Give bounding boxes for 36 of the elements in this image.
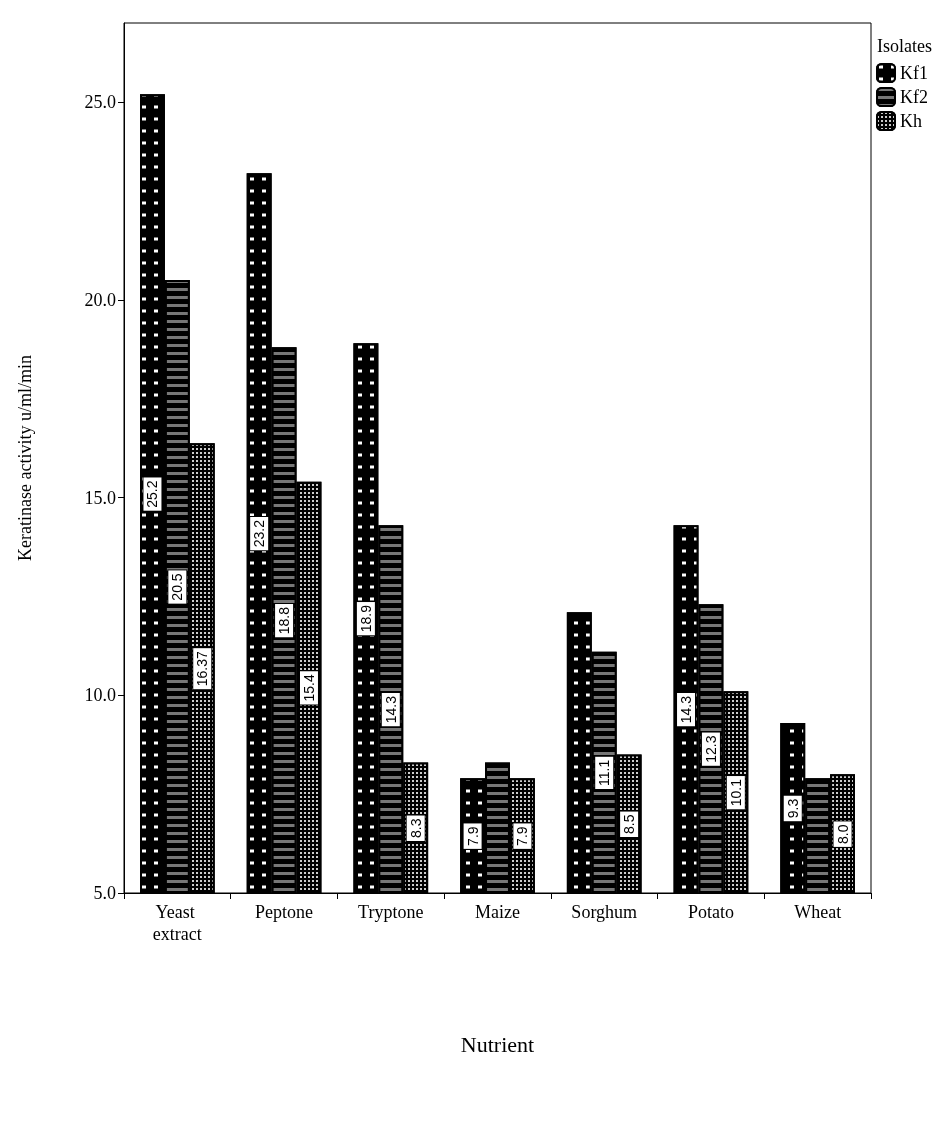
data-label: 7.9 <box>514 826 531 846</box>
data-label: 10.1 <box>727 778 744 807</box>
x-tick-label: Sorghum <box>571 902 638 922</box>
data-label: 11.1 <box>596 759 613 786</box>
x-axis-title: Nutrient <box>460 1031 535 1057</box>
y-axis-title: Keratinase activity u/ml/min <box>15 355 35 561</box>
data-label: 15.4 <box>300 674 317 702</box>
data-label: 18.8 <box>276 606 293 635</box>
data-label: 9.3 <box>784 798 801 819</box>
data-label: 20.5 <box>169 573 186 601</box>
x-tick-label: Potato <box>687 902 734 922</box>
data-label: 14.3 <box>678 695 695 724</box>
data-label: 18.9 <box>357 604 374 633</box>
data-label: 23.2 <box>251 519 268 548</box>
data-label: 16.37 <box>194 650 211 687</box>
x-tick-label: Yeast extract <box>152 902 202 944</box>
y-tick-label: 25.0 <box>84 92 116 113</box>
y-tick-label: 20.0 <box>84 289 116 310</box>
x-tick-label: Peptone <box>255 902 314 922</box>
data-label: 8.5 <box>621 814 638 835</box>
legend-label: Kf1 <box>900 63 929 83</box>
data-label: 14.3 <box>382 695 399 724</box>
legend-label: Kh <box>900 111 923 131</box>
legend-label: Kf2 <box>900 87 929 107</box>
y-tick-label: 10.0 <box>84 685 116 706</box>
data-label: 8.3 <box>407 818 424 838</box>
data-label: 12.3 <box>702 735 719 763</box>
data-label: 7.9 <box>464 826 481 846</box>
x-tick-label: Tryptone <box>358 902 424 922</box>
data-label: 25.2 <box>144 480 161 508</box>
y-tick-label: 15.0 <box>84 487 116 508</box>
legend-title: Isolates <box>877 36 932 56</box>
x-tick-label: Wheat <box>794 902 842 922</box>
data-label: 8.0 <box>834 824 851 844</box>
x-tick-label: Maize <box>475 902 520 922</box>
y-tick-label: 5.0 <box>93 883 116 903</box>
